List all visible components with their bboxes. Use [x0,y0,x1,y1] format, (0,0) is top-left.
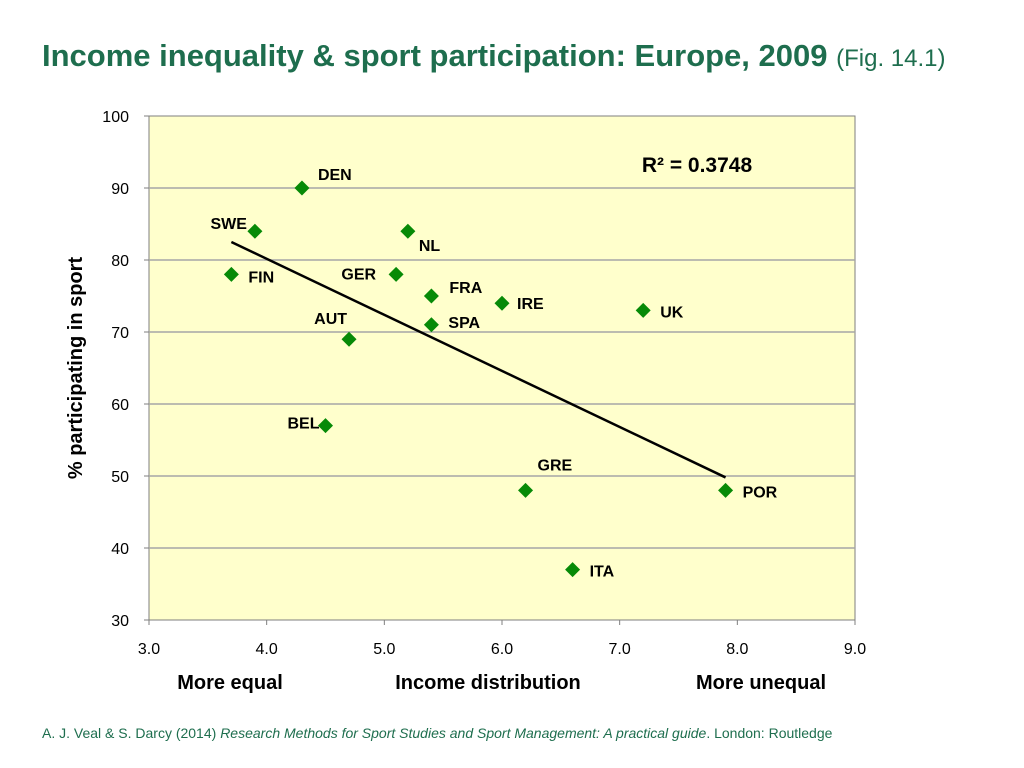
citation-footer: A. J. Veal & S. Darcy (2014) Research Me… [42,725,832,741]
x-tick-label: 5.0 [373,641,395,658]
point-label-den: DEN [318,167,352,184]
point-label-nl: NL [419,238,441,255]
citation-book-title: Research Methods for Sport Studies and S… [220,725,707,741]
point-label-uk: UK [660,304,684,321]
y-tick-label: 60 [111,397,129,414]
r-squared-annotation: R² = 0.3748 [642,154,753,177]
point-label-por: POR [743,484,778,501]
data-point-uk [635,302,651,318]
point-label-ire: IRE [517,296,544,313]
x-axis-label-left: More equal [177,672,283,694]
x-tick-label: 4.0 [256,641,278,658]
point-label-swe: SWE [210,216,247,233]
x-axis-title: Income distribution [395,672,581,694]
data-point-gre [518,482,534,498]
data-point-ire [494,295,510,311]
data-point-fra [423,288,439,304]
y-tick-label: 90 [111,181,129,198]
trendline [230,240,727,479]
trendline-group [230,240,727,479]
y-tick-label: 40 [111,541,129,558]
data-point-ita [565,562,581,578]
axes [144,115,856,625]
data-point-ger [388,266,404,282]
plot-area [148,115,856,621]
data-point-bel [318,418,333,434]
data-point-fin [223,266,239,282]
data-point-nl [400,223,416,239]
data-point-por [718,482,734,498]
data-point-den [294,180,310,196]
point-label-fra: FRA [449,280,482,297]
point-label-bel: BEL [288,416,320,433]
data-point-spa [423,317,439,333]
y-tick-label: 30 [111,613,129,630]
y-tick-label: 100 [102,109,129,126]
figure-number: (Fig. 14.1) [836,45,946,72]
y-tick-label: 80 [111,253,129,270]
point-label-ger: GER [341,266,376,283]
citation-publisher: . London: Routledge [706,725,833,741]
x-axis-label-right: More unequal [696,672,826,694]
y-axis-title: % participating in sport [65,257,87,480]
point-label-aut: AUT [314,311,347,328]
y-tick-label: 50 [111,469,129,486]
x-tick-label: 6.0 [491,641,513,658]
x-tick-label: 7.0 [609,641,631,658]
tick-labels: 30 40 50 60 70 80 90 100 3.0 4.0 5.0 6.0 7.0 8.0 9.0 [102,109,866,658]
data-point-aut [341,331,357,347]
y-tick-label: 70 [111,325,129,342]
x-tick-label: 8.0 [726,641,748,658]
x-tick-label: 3.0 [138,641,160,658]
slide-title: Income inequality & sport participation:… [42,38,946,74]
data-point-swe [247,223,263,239]
x-tick-label: 9.0 [844,641,866,658]
point-labels: DEN SWE NL FIN GER FRA IRE UK SPA AUT BEL GRE POR ITA [210,167,777,581]
slide-title-text: Income inequality & sport participation:… [42,38,828,73]
point-label-ita: ITA [590,564,615,581]
citation-authors: A. J. Veal & S. Darcy (2014) [42,725,217,741]
point-label-fin: FIN [248,269,274,286]
point-label-gre: GRE [538,457,573,474]
point-label-spa: SPA [448,315,480,332]
data-points [223,180,734,578]
